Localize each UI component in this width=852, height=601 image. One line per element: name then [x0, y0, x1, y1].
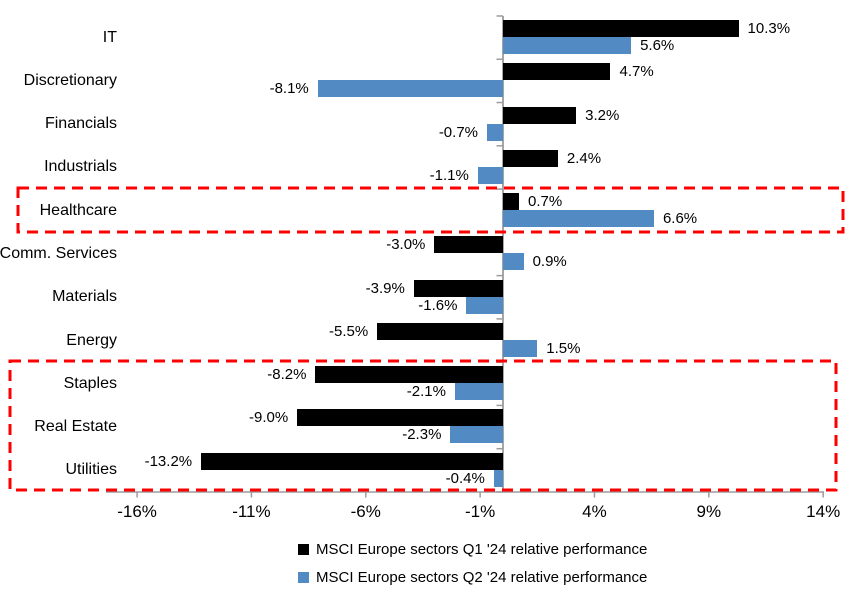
category-label: Materials: [52, 288, 117, 306]
category-label: Utilities: [65, 461, 117, 479]
q2-bar: [503, 339, 538, 357]
x-axis-tick-label: 9%: [696, 502, 722, 521]
bar-value-label: 2.4%: [566, 149, 602, 167]
bar-value-label: -5.5%: [329, 322, 369, 340]
legend-label: MSCI Europe sectors Q1 '24 relative perf…: [316, 540, 648, 558]
q1-bar: [503, 193, 519, 211]
bar-value-label: -3.9%: [365, 279, 405, 297]
q2-bar: [317, 80, 503, 98]
q2-bar: [450, 426, 503, 444]
legend-label: MSCI Europe sectors Q2 '24 relative perf…: [316, 568, 648, 586]
q1-bar: [503, 149, 558, 167]
bar-value-label: 4.7%: [619, 63, 654, 81]
q1-bar: [297, 409, 503, 427]
bar-value-label: 0.9%: [532, 253, 567, 271]
bar-value-label: -1.6%: [418, 296, 458, 314]
bar-value-label: 0.7%: [528, 193, 563, 211]
bar-value-label: 3.2%: [585, 106, 620, 124]
legend-item-q2: MSCI Europe sectors Q2 '24 relative perf…: [298, 563, 647, 591]
q1-bar: [201, 452, 503, 470]
q2-bar: [493, 469, 503, 487]
category-label: Industrials: [44, 158, 117, 176]
x-axis-tick-label: 14%: [806, 502, 841, 521]
q1-bar: [315, 366, 503, 384]
q2-bar: [503, 210, 654, 228]
category-label: Real Estate: [34, 418, 117, 436]
bar-value-label: -1.1%: [429, 166, 469, 184]
legend-swatch-icon: [298, 571, 309, 583]
bar-value-label: -8.1%: [269, 80, 309, 98]
category-label: Staples: [63, 374, 117, 392]
x-axis-tick-label: 4%: [582, 502, 607, 521]
legend-swatch-icon: [298, 543, 309, 555]
bar-value-label: -9.0%: [248, 409, 289, 427]
x-axis-tick-label: -16%: [117, 502, 157, 521]
category-label: Healthcare: [39, 201, 117, 219]
q2-bar: [466, 296, 503, 314]
category-label: Discretionary: [23, 71, 117, 89]
bar-value-label: 5.6%: [640, 37, 675, 54]
category-label: Comm. Services: [0, 244, 117, 262]
q1-bar: [434, 236, 503, 254]
x-axis-tick-label: -1%: [465, 502, 496, 521]
q1-bar: [503, 63, 611, 81]
bar-value-label: -0.7%: [438, 123, 478, 141]
q1-bar: [503, 106, 577, 124]
q1-bar: [413, 279, 503, 297]
x-axis-tick-label: -11%: [232, 502, 271, 521]
bar-value-label: -2.1%: [406, 383, 446, 401]
bar-value-label: -0.4%: [445, 469, 485, 487]
q1-bar: [377, 322, 503, 340]
bar-value-label: 1.5%: [546, 339, 581, 357]
q2-bar: [486, 123, 503, 141]
legend: MSCI Europe sectors Q1 '24 relative perf…: [298, 535, 647, 591]
legend-item-q1: MSCI Europe sectors Q1 '24 relative perf…: [298, 535, 647, 563]
bar-value-label: -3.0%: [386, 236, 426, 254]
q2-bar: [477, 166, 503, 184]
category-label: IT: [102, 28, 117, 46]
bar-value-label: -2.3%: [402, 426, 442, 444]
q2-bar: [503, 253, 524, 271]
bar-value-label: 10.3%: [747, 20, 791, 37]
bar-value-label: 6.6%: [662, 210, 698, 228]
q2-bar: [454, 383, 503, 401]
x-axis-tick-label: -6%: [350, 502, 381, 521]
category-label: Financials: [44, 115, 117, 133]
category-label: Energy: [66, 331, 117, 349]
q2-bar: [503, 37, 632, 54]
bar-value-label: -13.2%: [144, 452, 193, 470]
bar-value-label: -8.2%: [267, 366, 307, 384]
q1-bar: [503, 20, 739, 37]
